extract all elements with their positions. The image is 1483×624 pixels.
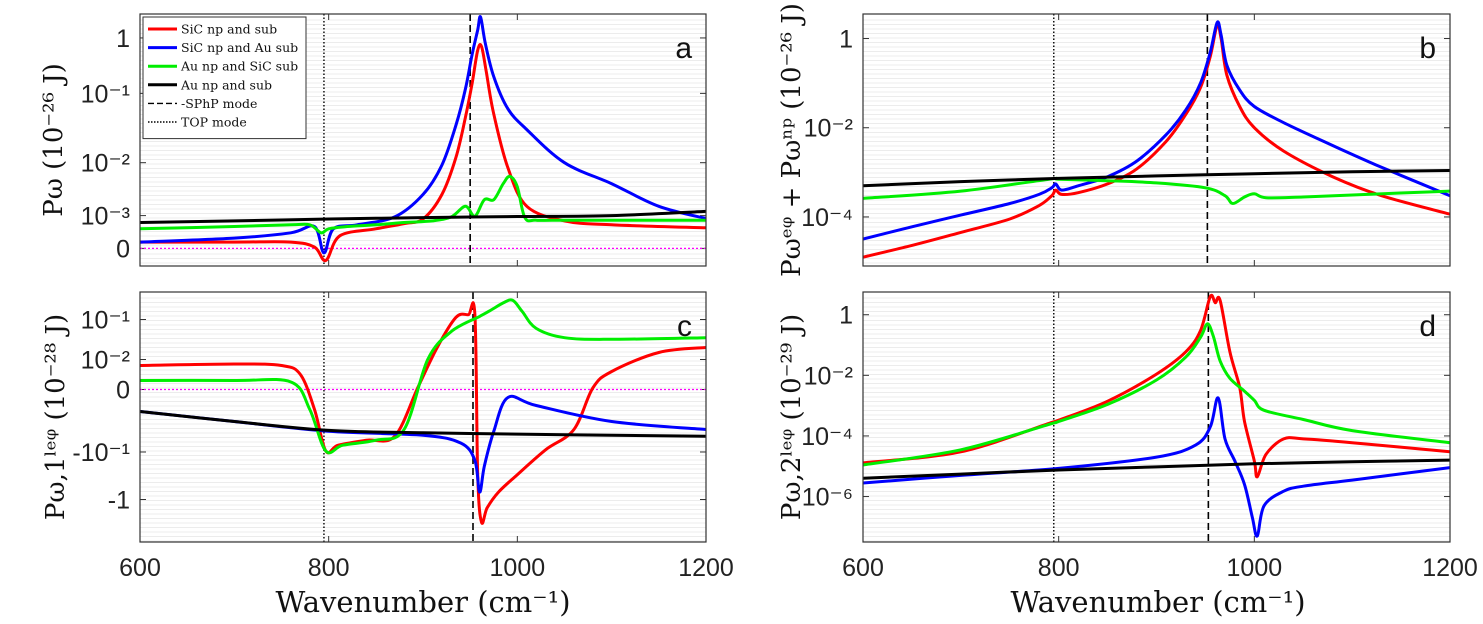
ytick-label: 10⁻²: [804, 115, 853, 143]
grid-c: [140, 297, 706, 542]
legend-label: Au np and SiC sub: [180, 59, 298, 74]
xtick-label: 800: [1038, 554, 1080, 582]
series-line-sic-np-and-sub: [140, 301, 706, 525]
series-line-au-np-and-sub: [863, 458, 1450, 480]
y-axis-label: Pωᵉᵠ + Pωⁿᵖ (10⁻²⁶ J): [777, 3, 807, 277]
panel-label: c: [677, 310, 692, 343]
x-axis-label: Wavenumber (cm⁻¹): [275, 585, 570, 619]
xtick-label: 1200: [1422, 554, 1478, 582]
series-line-au-np-and-sic-sub: [140, 174, 706, 235]
series-group: [140, 15, 706, 263]
panel-label: b: [1419, 32, 1436, 65]
series-line-sic-np-and-au-sub: [863, 20, 1450, 241]
series-line-au-np-and-sub: [140, 209, 706, 224]
panel-d: 1 10⁻² 10⁻⁴ 10⁻⁶ 600 800 1000 1200 d Pω,2ˡᵉᵠ (10⁻…: [777, 291, 1478, 582]
grid-d: [863, 297, 1450, 542]
x-axis-label: Wavenumber (cm⁻¹): [1010, 585, 1305, 619]
ytick-label: 10⁻⁴: [801, 204, 853, 232]
xtick-label: 1200: [678, 554, 734, 582]
series-group: [863, 293, 1450, 538]
series-line-sic-np-and-sub: [863, 22, 1450, 259]
legend-label: SiC np and Au sub: [181, 40, 298, 55]
xtick-label: 1000: [1227, 554, 1283, 582]
series-line-sic-np-and-au-sub: [863, 396, 1450, 538]
series-line-au-np-and-sub: [863, 169, 1450, 188]
panel-label: a: [675, 32, 692, 65]
legend: SiC np and sub SiC np and Au sub Au np and…: [142, 16, 307, 140]
panel-label: d: [1419, 310, 1436, 343]
series-group: [140, 298, 706, 525]
axes-frame: [139, 291, 707, 543]
ytick-label: 1: [839, 26, 853, 54]
ytick-label: -1: [108, 487, 130, 515]
series-line-au-np-and-sic-sub: [863, 322, 1450, 467]
xtick-label: 600: [119, 554, 161, 582]
xtick-label: 800: [308, 554, 350, 582]
axes-frame: [862, 13, 1451, 267]
y-axis-label: Pω,1ˡᵉᵠ (10⁻²⁸ J): [41, 314, 71, 520]
legend-label: TOP mode: [181, 115, 247, 130]
legend-label: Au np and sub: [180, 77, 272, 92]
ytick-label: 1: [116, 25, 130, 53]
y-axis-label: Pω,2ˡᵉᵠ (10⁻²⁹ J): [777, 314, 807, 520]
ytick-label: 0: [116, 377, 130, 405]
series-line-au-np-and-sub: [140, 410, 706, 438]
xtick-label: 1000: [490, 554, 546, 582]
legend-box: [142, 16, 307, 140]
ytick-label: 10⁻²: [81, 347, 130, 375]
ytick-label: 10⁻³: [81, 203, 130, 231]
grid-b: [863, 19, 1450, 264]
legend-label: -SPhP mode: [181, 96, 257, 111]
ytick-label: -10⁻¹: [72, 439, 130, 467]
ytick-label: 10⁻⁶: [802, 484, 853, 512]
panel-a: 1 10⁻¹ 10⁻² 10⁻³ 0 a Pω (10⁻²⁶ J): [39, 13, 707, 267]
axes-frame: [139, 13, 707, 267]
series-line-sic-np-and-au-sub: [140, 15, 706, 255]
series-line-au-np-and-sic-sub: [140, 298, 706, 455]
ytick-label: 10⁻¹: [81, 80, 130, 108]
ytick-label: 1: [839, 302, 853, 330]
legend-label: SiC np and sub: [181, 22, 277, 37]
y-axis-label: Pω (10⁻²⁶ J): [39, 63, 69, 217]
series-group: [863, 20, 1450, 259]
panel-b: 1 10⁻² 10⁻⁴ b Pωᵉᵠ + Pωⁿᵖ (10⁻²⁶ J): [777, 3, 1451, 277]
ytick-label: 10⁻⁴: [801, 423, 853, 451]
axes-frame: [862, 291, 1451, 543]
ytick-label: 10⁻²: [804, 362, 853, 390]
ytick-label: 0: [116, 235, 130, 263]
xtick-label: 600: [842, 554, 884, 582]
ytick-label: 10⁻¹: [81, 307, 130, 335]
panel-c: 10⁻¹ 10⁻²0 -10⁻¹ -1 600 800 1000 1200 c Pω,1ˡᵉᵠ (…: [41, 291, 734, 582]
series-line-sic-np-and-sub: [863, 293, 1450, 479]
ytick-label: 10⁻²: [81, 150, 130, 178]
